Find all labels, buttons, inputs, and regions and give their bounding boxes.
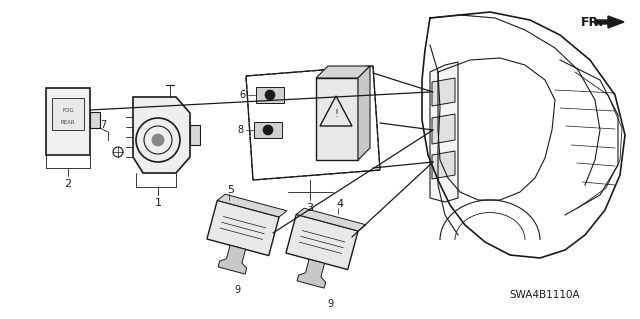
Text: 3: 3 [307, 203, 314, 213]
Text: FR.: FR. [581, 16, 604, 28]
Polygon shape [296, 208, 366, 231]
Text: 5: 5 [227, 185, 234, 195]
Polygon shape [46, 88, 90, 155]
Polygon shape [256, 87, 284, 103]
Text: 8: 8 [237, 125, 243, 135]
Polygon shape [90, 112, 100, 128]
Text: SWA4B1110A: SWA4B1110A [509, 290, 580, 300]
Polygon shape [52, 98, 84, 130]
Polygon shape [190, 125, 200, 145]
Polygon shape [297, 259, 326, 288]
Text: 7: 7 [100, 120, 106, 130]
Polygon shape [432, 151, 455, 179]
Text: !: ! [334, 109, 338, 119]
Text: 9: 9 [327, 299, 333, 309]
Polygon shape [286, 214, 358, 270]
Polygon shape [432, 114, 455, 144]
Circle shape [263, 125, 273, 135]
Text: REAR: REAR [61, 120, 76, 124]
Circle shape [265, 90, 275, 100]
Text: 9: 9 [234, 285, 240, 295]
Polygon shape [133, 97, 190, 173]
Polygon shape [207, 200, 279, 256]
Text: FOG: FOG [62, 108, 74, 113]
Circle shape [152, 134, 164, 146]
Polygon shape [430, 62, 458, 202]
Text: 6: 6 [239, 90, 245, 100]
Polygon shape [217, 194, 287, 217]
Polygon shape [358, 66, 370, 160]
Text: 2: 2 [65, 179, 72, 189]
Polygon shape [316, 66, 370, 78]
Polygon shape [254, 122, 282, 138]
Polygon shape [316, 78, 358, 160]
Polygon shape [432, 78, 455, 106]
Polygon shape [218, 245, 246, 274]
Polygon shape [596, 16, 624, 28]
Text: 4: 4 [337, 199, 344, 209]
Text: 1: 1 [154, 198, 161, 208]
